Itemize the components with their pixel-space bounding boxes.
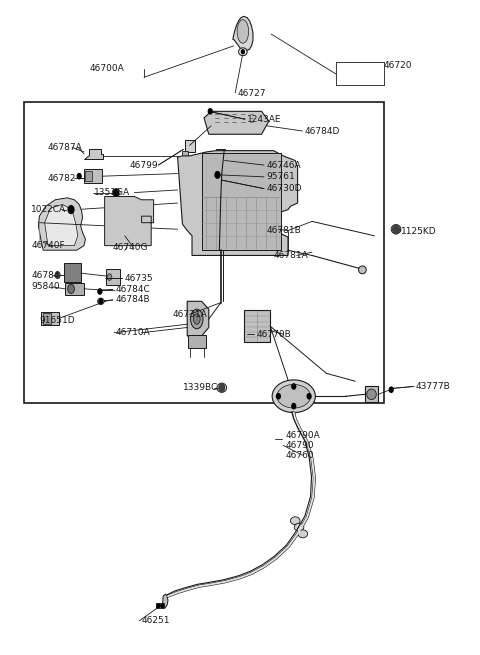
Ellipse shape <box>294 523 304 531</box>
Polygon shape <box>233 16 253 50</box>
Polygon shape <box>187 301 209 336</box>
Text: 46782: 46782 <box>48 174 76 183</box>
Text: 46790A: 46790A <box>286 431 320 440</box>
Polygon shape <box>105 196 154 246</box>
Circle shape <box>99 299 103 304</box>
Text: 46700A: 46700A <box>90 64 125 73</box>
Circle shape <box>161 604 164 608</box>
Text: 1243AE: 1243AE <box>247 115 282 124</box>
Text: 46251: 46251 <box>142 616 170 626</box>
Ellipse shape <box>272 380 315 413</box>
Bar <box>65 283 84 295</box>
Text: 91651D: 91651D <box>39 316 75 326</box>
Text: 46787A: 46787A <box>48 143 83 152</box>
Text: 46799: 46799 <box>130 160 158 170</box>
Text: 46730D: 46730D <box>266 184 302 193</box>
Bar <box>64 263 81 282</box>
Bar <box>85 171 92 181</box>
Circle shape <box>208 109 212 114</box>
Bar <box>202 153 281 250</box>
Ellipse shape <box>290 517 300 525</box>
Bar <box>106 269 120 285</box>
Ellipse shape <box>68 284 74 293</box>
Bar <box>24 102 384 403</box>
Text: 46784: 46784 <box>31 271 60 280</box>
Circle shape <box>393 225 399 234</box>
Bar <box>41 312 59 325</box>
Bar <box>216 149 225 164</box>
Ellipse shape <box>191 309 203 329</box>
Text: 1125KD: 1125KD <box>401 227 436 236</box>
Circle shape <box>389 387 393 392</box>
Text: 46731A: 46731A <box>173 310 207 319</box>
Ellipse shape <box>107 274 112 280</box>
Bar <box>84 169 102 183</box>
Circle shape <box>276 394 280 399</box>
Circle shape <box>307 394 311 399</box>
Circle shape <box>157 604 160 608</box>
Text: 46727: 46727 <box>238 88 266 98</box>
Polygon shape <box>162 594 168 608</box>
Text: 46784B: 46784B <box>115 295 150 305</box>
Text: 46781B: 46781B <box>266 226 301 235</box>
Text: 46710A: 46710A <box>115 328 150 337</box>
Text: 43777B: 43777B <box>415 382 450 391</box>
Circle shape <box>292 384 296 389</box>
Ellipse shape <box>298 530 308 538</box>
Circle shape <box>219 384 225 392</box>
Bar <box>43 313 51 324</box>
Circle shape <box>215 172 220 178</box>
Circle shape <box>55 272 60 278</box>
Text: 1339BC: 1339BC <box>183 383 218 392</box>
Bar <box>156 603 164 608</box>
Polygon shape <box>45 204 78 246</box>
Circle shape <box>241 50 244 54</box>
Circle shape <box>98 289 102 294</box>
Text: 46790: 46790 <box>286 441 314 450</box>
Text: 46735: 46735 <box>125 274 154 283</box>
Bar <box>182 151 188 157</box>
Circle shape <box>68 206 74 214</box>
Bar <box>365 386 378 402</box>
Text: 46784C: 46784C <box>115 285 150 294</box>
Text: 95761: 95761 <box>266 172 295 181</box>
Polygon shape <box>178 151 298 255</box>
Text: 95840: 95840 <box>31 282 60 291</box>
Text: 46781A: 46781A <box>274 251 308 260</box>
Text: 46720: 46720 <box>384 61 412 70</box>
Text: 46770B: 46770B <box>257 329 291 339</box>
Ellipse shape <box>277 384 311 408</box>
Ellipse shape <box>193 314 200 324</box>
Bar <box>188 335 206 348</box>
Circle shape <box>114 189 119 196</box>
Text: 46740F: 46740F <box>31 241 65 250</box>
Text: 46760: 46760 <box>286 451 314 460</box>
Polygon shape <box>84 149 103 159</box>
Text: 46740G: 46740G <box>113 243 148 252</box>
Polygon shape <box>204 111 269 134</box>
Text: 1351GA: 1351GA <box>94 188 130 197</box>
Circle shape <box>77 174 81 179</box>
Text: 1022CA: 1022CA <box>31 205 66 214</box>
Ellipse shape <box>359 266 366 274</box>
Text: 46784D: 46784D <box>305 126 340 136</box>
Ellipse shape <box>367 389 376 400</box>
Text: 46746A: 46746A <box>266 160 301 170</box>
Bar <box>244 310 270 342</box>
Bar <box>185 140 195 152</box>
Ellipse shape <box>237 20 249 43</box>
Polygon shape <box>38 198 85 250</box>
Circle shape <box>292 403 296 409</box>
Ellipse shape <box>239 48 247 56</box>
